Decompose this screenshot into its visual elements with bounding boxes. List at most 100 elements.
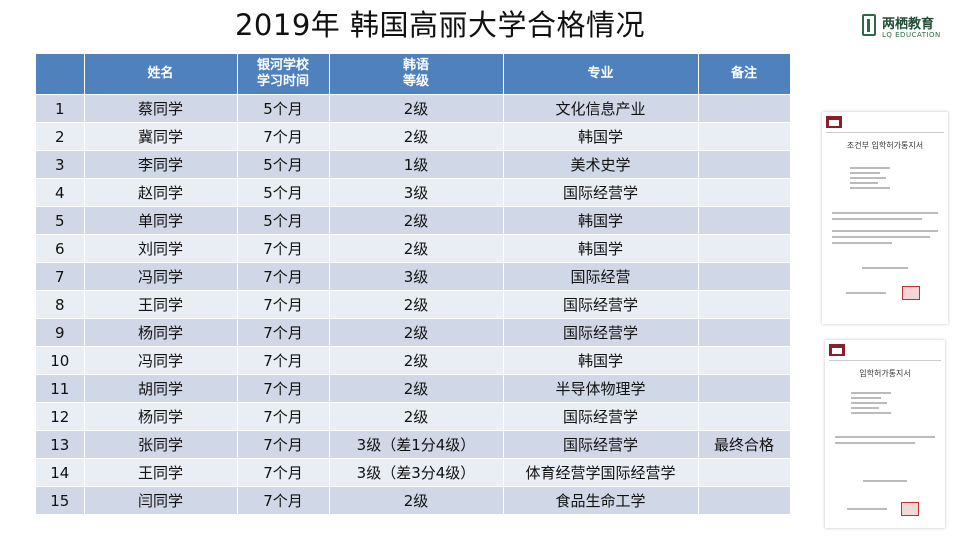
table-row: 14 王同学 7个月 3级（差3分4级） 体育经营学国际经营学 [36,458,791,487]
cell-remarks [698,150,791,179]
cell-index: 2 [36,122,85,151]
brand-logo: 两栖教育 LQ EDUCATION [862,14,957,44]
table-row: 9 杨同学 7个月 2级 国际经营学 [36,318,791,347]
table-row: 12 杨同学 7个月 2级 国际经营学 [36,402,791,431]
table-row: 7 冯同学 7个月 3级 国际经营 [36,262,791,291]
cell-korean-level: 2级 [329,206,504,235]
cell-name: 李同学 [84,150,238,179]
cell-name: 冯同学 [84,346,238,375]
cell-study-time: 7个月 [237,262,330,291]
cell-korean-level: 2级 [329,234,504,263]
official-stamp [902,286,920,300]
cell-major: 半导体物理学 [503,374,699,403]
cell-study-time: 7个月 [237,374,330,403]
conditional-admission-letter: 조건부 입학허가통지서 [822,112,948,324]
cell-study-time: 7个月 [237,402,330,431]
cell-remarks [698,206,791,235]
cell-remarks [698,318,791,347]
cell-korean-level: 2级 [329,374,504,403]
cell-major: 食品生命工学 [503,486,699,514]
cell-study-time: 5个月 [237,178,330,207]
cell-remarks [698,234,791,263]
table-row: 10 冯同学 7个月 2级 韩国学 [36,346,791,375]
cell-remarks [698,402,791,431]
official-stamp [901,502,919,516]
cell-name: 刘同学 [84,234,238,263]
cell-index: 3 [36,150,85,179]
cell-name: 王同学 [84,458,238,487]
table-row: 11 胡同学 7个月 2级 半导体物理学 [36,374,791,403]
cell-name: 冀同学 [84,122,238,151]
table-header-row: 姓名 银河学校 学习时间 韩语 等级 专业 备注 [36,54,791,95]
cell-index: 9 [36,318,85,347]
cell-study-time: 5个月 [237,150,330,179]
cell-index: 11 [36,374,85,403]
table-row: 3 李同学 5个月 1级 美术史学 [36,150,791,179]
document-title: 조건부 입학허가통지서 [846,141,924,150]
cell-remarks [698,262,791,291]
cell-index: 12 [36,402,85,431]
header-remarks: 备注 [698,54,791,95]
cell-korean-level: 3级（差3分4级） [329,458,504,487]
cell-remarks: 最终合格 [698,430,791,459]
cell-study-time: 5个月 [237,206,330,235]
header-index [36,54,85,95]
cell-korean-level: 2级 [329,486,504,514]
header-major: 专业 [503,54,699,95]
logo-chinese-text: 两栖教育 [882,17,935,32]
cell-study-time: 7个月 [237,458,330,487]
cell-major: 体育经营学国际经营学 [503,458,699,487]
admission-letter: 입학허가통지서 [825,340,945,528]
cell-major: 韩国学 [503,206,699,235]
table-row: 1 蔡同学 5个月 2级 文化信息产业 [36,94,791,123]
cell-major: 国际经营学 [503,178,699,207]
table-row: 8 王同学 7个月 2级 国际经营学 [36,290,791,319]
cell-major: 韩国学 [503,122,699,151]
cell-remarks [698,486,791,514]
cell-korean-level: 3级 [329,262,504,291]
cell-remarks [698,122,791,151]
table-row: 5 单同学 5个月 2级 韩国学 [36,206,791,235]
cell-name: 胡同学 [84,374,238,403]
cell-index: 5 [36,206,85,235]
cell-korean-level: 2级 [329,94,504,123]
cell-index: 13 [36,430,85,459]
table-row: 15 闫同学 7个月 2级 食品生命工学 [36,486,791,514]
header-study-time: 银河学校 学习时间 [237,54,330,95]
cell-index: 6 [36,234,85,263]
table-row: 6 刘同学 7个月 2级 韩国学 [36,234,791,263]
cell-remarks [698,178,791,207]
cell-remarks [698,458,791,487]
table-row: 13 张同学 7个月 3级（差1分4级） 国际经营学 最终合格 [36,430,791,459]
table-row: 2 冀同学 7个月 2级 韩国学 [36,122,791,151]
cell-index: 14 [36,458,85,487]
cell-name: 杨同学 [84,318,238,347]
university-seal-icon [829,344,845,356]
table-row: 4 赵同学 5个月 3级 国际经营学 [36,178,791,207]
cell-study-time: 7个月 [237,430,330,459]
cell-name: 单同学 [84,206,238,235]
admission-results-table: 姓名 银河学校 学习时间 韩语 等级 专业 备注 1 蔡同学 5个月 2级 文化信息产业 2 冀… [36,54,791,514]
cell-korean-level: 2级 [329,290,504,319]
cell-major: 美术史学 [503,150,699,179]
cell-index: 4 [36,178,85,207]
cell-study-time: 7个月 [237,318,330,347]
cell-korean-level: 2级 [329,122,504,151]
cell-remarks [698,374,791,403]
cell-study-time: 7个月 [237,486,330,514]
cell-study-time: 7个月 [237,234,330,263]
cell-index: 1 [36,94,85,123]
cell-major: 国际经营学 [503,430,699,459]
cell-remarks [698,290,791,319]
cell-remarks [698,94,791,123]
cell-major: 国际经营 [503,262,699,291]
cell-korean-level: 3级（差1分4级） [329,430,504,459]
cell-name: 杨同学 [84,402,238,431]
cell-remarks [698,346,791,375]
logo-english-text: LQ EDUCATION [882,31,941,39]
document-title: 입학허가통지서 [859,369,911,378]
cell-name: 赵同学 [84,178,238,207]
cell-major: 韩国学 [503,234,699,263]
header-korean-level: 韩语 等级 [329,54,504,95]
cell-major: 韩国学 [503,346,699,375]
